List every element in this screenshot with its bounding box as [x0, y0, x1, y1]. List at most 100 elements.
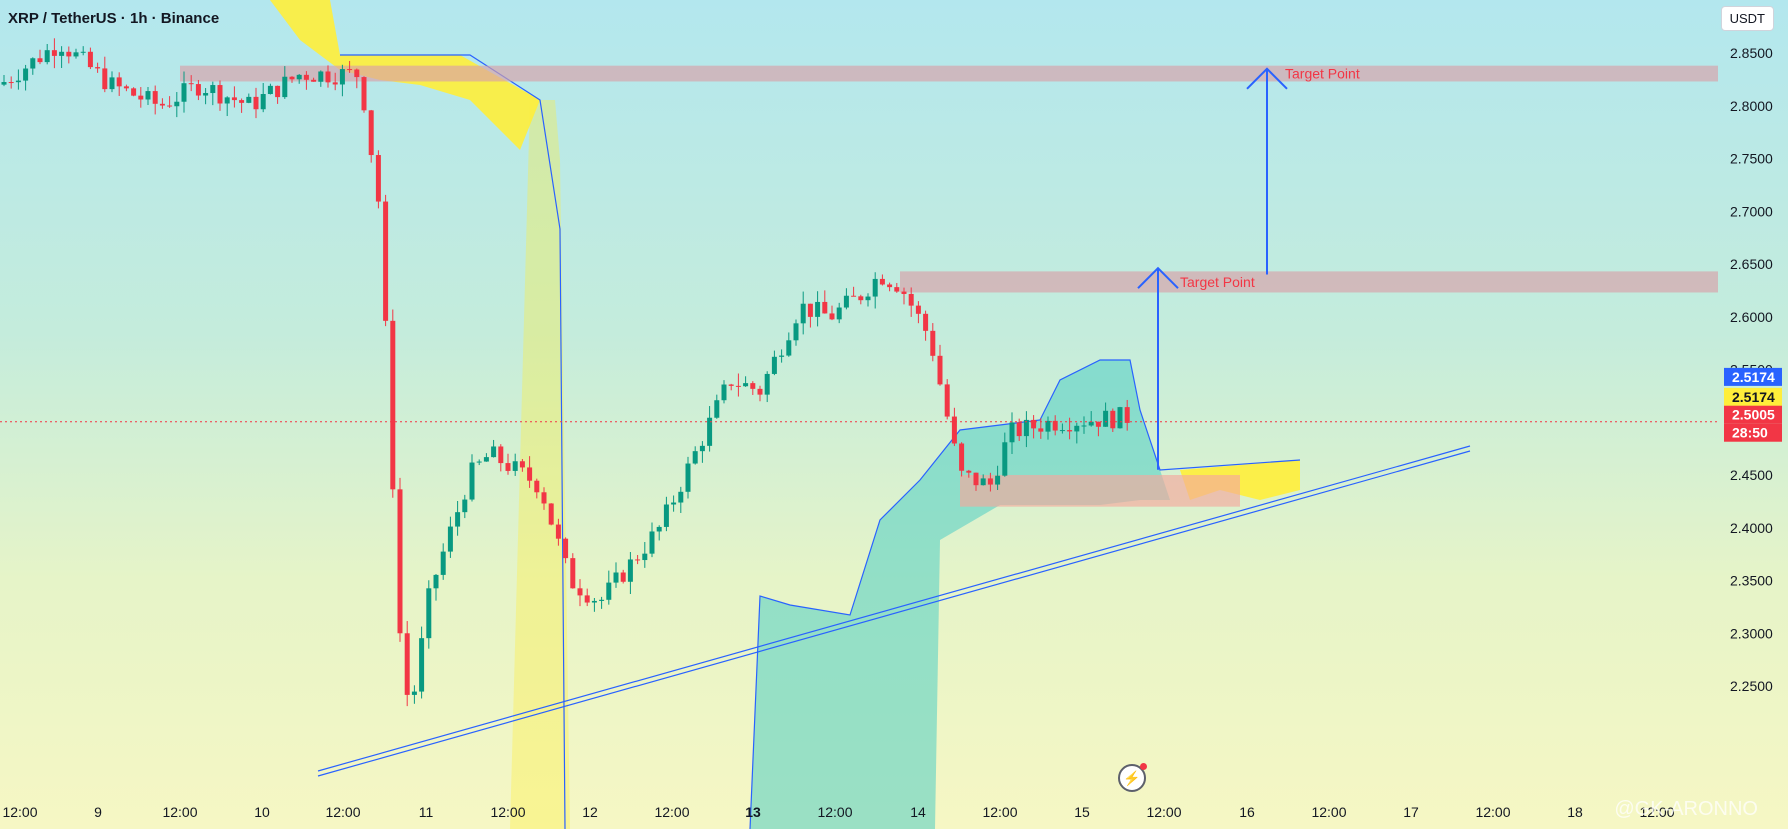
candle-body	[87, 51, 93, 68]
candle-body	[462, 499, 468, 513]
candle-body	[512, 461, 518, 471]
candle-body	[397, 489, 403, 634]
candle-body	[311, 79, 317, 82]
price-label-bg-countdown	[1724, 423, 1782, 442]
target-point-label-1: Target Point	[1285, 66, 1360, 82]
candle-body	[1074, 425, 1080, 432]
x-tick-label: 9	[94, 804, 102, 820]
candle-body	[1002, 442, 1008, 476]
candle-body	[966, 470, 972, 473]
y-tick-label: 2.4000	[1730, 520, 1773, 536]
trendline-lower	[317, 450, 1471, 777]
candle-body	[267, 85, 273, 95]
candle-body	[332, 82, 338, 85]
candle-body	[167, 105, 173, 107]
candle-body	[224, 97, 230, 104]
candle-body	[375, 155, 381, 202]
x-tick-label: 12:00	[490, 804, 525, 820]
candle-body	[663, 504, 669, 527]
candle-body	[30, 58, 36, 69]
x-tick-label: 18	[1567, 804, 1583, 820]
candle-body	[210, 85, 216, 94]
candle-body	[303, 74, 309, 80]
y-tick-label: 2.7500	[1730, 151, 1773, 167]
x-tick-label: 13	[745, 804, 761, 820]
candle-body	[865, 296, 871, 301]
candle-body	[152, 91, 158, 104]
candle-body	[671, 502, 677, 505]
candle-body	[793, 323, 799, 341]
candle-body	[239, 100, 245, 103]
candle-body	[325, 71, 331, 83]
y-tick-label: 2.4500	[1730, 467, 1773, 483]
candle-body	[959, 443, 965, 471]
candle-body	[800, 303, 806, 324]
x-tick-label: 12:00	[654, 804, 689, 820]
target-zone-3	[960, 475, 1240, 507]
candle-body	[995, 475, 1001, 485]
price-label-bg-senkou-a	[1724, 387, 1782, 406]
candle-body	[138, 95, 144, 100]
target-point-label-2: Target Point	[1180, 274, 1255, 290]
candle-body	[289, 76, 295, 80]
candle-body	[872, 278, 878, 297]
candle-body	[901, 291, 907, 294]
candle-body	[383, 201, 389, 321]
candle-body	[786, 340, 792, 356]
candle-body	[750, 383, 756, 389]
candle-body	[1009, 422, 1015, 443]
x-tick-label: 12:00	[1146, 804, 1181, 820]
candle-body	[275, 85, 281, 98]
candle-body	[1095, 421, 1101, 427]
candle-body	[246, 96, 252, 103]
candle-body	[757, 388, 763, 395]
candle-body	[807, 303, 813, 317]
x-tick-label: 12	[582, 804, 598, 820]
candle-body	[447, 526, 453, 552]
candle-body	[181, 83, 187, 102]
candle-body	[109, 77, 115, 90]
x-tick-label: 12:00	[817, 804, 852, 820]
candle-body	[1023, 419, 1029, 437]
candle-body	[1088, 421, 1094, 426]
target-arrow-2-head	[1246, 67, 1288, 90]
candle-body	[505, 463, 511, 471]
currency-unit-button[interactable]: USDT	[1720, 6, 1774, 31]
candle-body	[973, 472, 979, 486]
candle-body	[1038, 428, 1044, 432]
y-tick-label: 2.3000	[1730, 625, 1773, 641]
candle-body	[743, 383, 749, 387]
x-tick-label: 10	[254, 804, 270, 820]
candle-body	[735, 385, 741, 387]
trendline-upper	[317, 445, 1471, 772]
candle-body	[627, 559, 633, 582]
candle-body	[815, 301, 821, 317]
x-tick-label: 12:00	[2, 804, 37, 820]
candle-body	[728, 384, 734, 386]
candle-body	[8, 82, 14, 84]
candle-body	[534, 480, 540, 493]
candle-body	[1016, 422, 1022, 437]
candle-body	[606, 582, 612, 600]
candle-body	[541, 492, 547, 504]
candle-body	[260, 94, 266, 110]
x-tick-label: 12:00	[1475, 804, 1510, 820]
candle-body	[779, 355, 785, 357]
ichimoku-span-a	[749, 359, 1301, 829]
x-tick-label: 12:00	[162, 804, 197, 820]
x-tick-label: 15	[1074, 804, 1090, 820]
candle-body	[707, 417, 713, 446]
target-zone-1	[180, 65, 1718, 82]
candle-body	[95, 67, 101, 69]
lightning-icon[interactable]: ⚡	[1118, 763, 1147, 792]
symbol-title[interactable]: XRP / TetherUS · 1h · Binance	[8, 10, 220, 27]
y-tick-label: 2.6000	[1730, 309, 1773, 325]
candle-body	[217, 85, 223, 104]
candle-body	[159, 103, 165, 106]
candle-body	[1110, 410, 1116, 429]
candle-body	[123, 86, 129, 89]
candle-body	[699, 445, 705, 452]
candle-body	[635, 559, 641, 561]
